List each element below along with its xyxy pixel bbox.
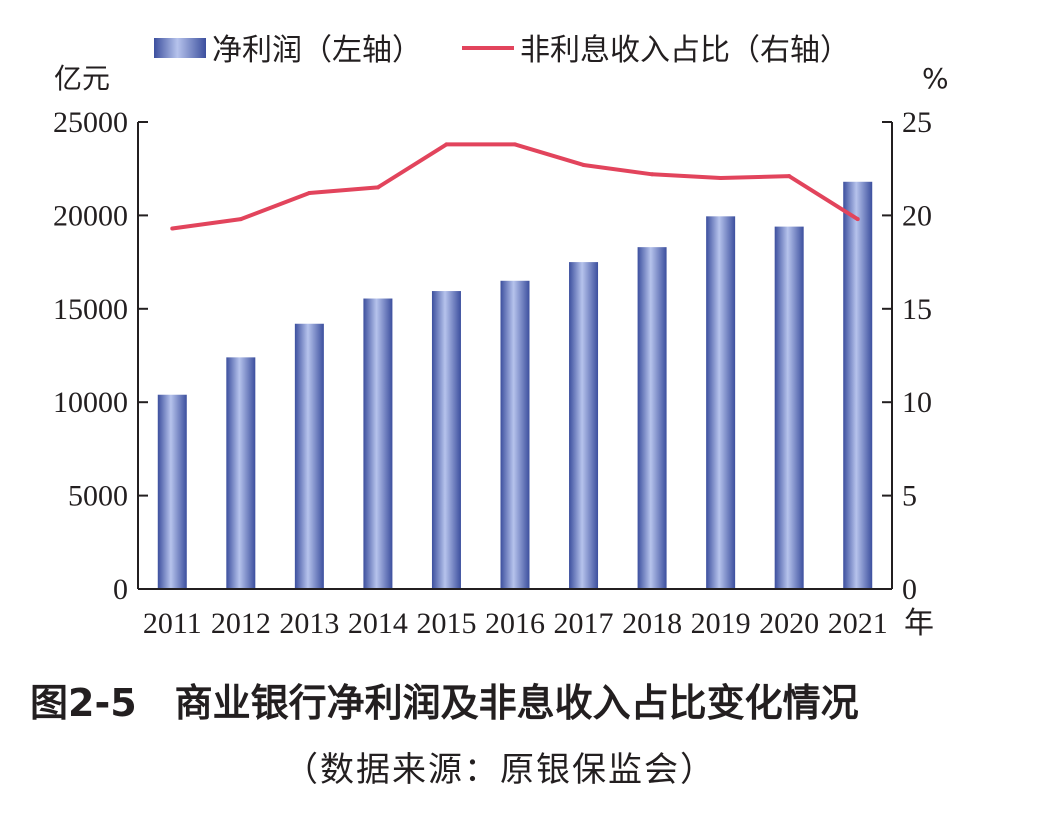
line-point-2019 — [718, 176, 723, 181]
x-tick-label: 2012 — [211, 607, 271, 640]
line-point-2018 — [650, 172, 655, 177]
figure-source: （数据来源：原银保监会） — [284, 750, 716, 790]
right-tick-label: 20 — [902, 199, 932, 232]
bar-2014 — [363, 298, 393, 589]
legend: 净利润（左轴） 非利息收入占比（右轴） — [154, 33, 850, 68]
line-point-2016 — [513, 142, 517, 147]
right-tick-label: 5 — [902, 480, 917, 513]
line-point-2020 — [787, 174, 792, 179]
line-point-2015 — [444, 142, 449, 147]
left-tick-label: 5000 — [68, 480, 128, 513]
line-point-2017 — [581, 162, 586, 167]
legend-line-label: 非利息收入占比（右轴） — [520, 33, 850, 68]
line-series — [170, 142, 860, 231]
left-tick-label: 10000 — [53, 386, 128, 419]
right-axis: 0 5 10 15 20 25 — [882, 106, 932, 606]
left-axis-unit: 亿元 — [54, 62, 110, 95]
bar-2020 — [774, 226, 804, 589]
x-tick-label: 2016 — [485, 607, 545, 640]
chart: 净利润（左轴） 非利息收入占比（右轴） 亿元 % 0 5000 10000 15000… — [53, 33, 949, 641]
bar-2013 — [294, 323, 324, 589]
left-axis: 0 5000 10000 15000 20000 25000 — [53, 106, 148, 606]
left-tick-label: 0 — [113, 573, 128, 606]
x-tick-label: 2019 — [691, 607, 751, 640]
bar-2021 — [843, 181, 873, 589]
x-tick-label: 2014 — [348, 607, 408, 640]
line-non-interest-share — [172, 142, 859, 231]
right-tick-label: 25 — [902, 106, 932, 139]
x-tick-label: 2020 — [759, 607, 819, 640]
left-tick-label: 25000 — [53, 106, 128, 139]
line-point-2021 — [855, 217, 860, 222]
bar-2016 — [500, 280, 530, 589]
figure-caption: 图2-5 商业银行净利润及非息收入占比变化情况 — [30, 681, 859, 725]
x-tick-label: 2015 — [416, 607, 476, 640]
legend-bar-label: 净利润（左轴） — [212, 33, 422, 68]
bar-2019 — [706, 216, 736, 590]
left-tick-label: 20000 — [53, 199, 128, 232]
bar-2018 — [637, 247, 667, 589]
bar-2012 — [226, 357, 256, 589]
bar-2015 — [431, 291, 461, 589]
line-point-2013 — [307, 190, 312, 195]
right-tick-label: 10 — [902, 386, 932, 419]
x-tick-label: 2013 — [279, 607, 339, 640]
bar-series — [157, 181, 873, 590]
x-tick-label: 2011 — [143, 607, 202, 640]
line-point-2014 — [375, 185, 380, 190]
x-tick-label: 2018 — [622, 607, 682, 640]
right-axis-unit: % — [922, 62, 949, 95]
left-tick-label: 15000 — [53, 293, 128, 326]
x-axis-unit: 年 — [904, 606, 934, 641]
bar-2011 — [157, 394, 187, 589]
line-point-2011 — [170, 226, 175, 231]
line-point-2012 — [238, 217, 243, 222]
x-tick-label: 2021 — [828, 607, 888, 640]
right-tick-label: 15 — [902, 293, 932, 326]
bar-2017 — [569, 262, 599, 589]
x-tick-label: 2017 — [554, 607, 614, 640]
legend-bar-swatch — [154, 38, 206, 58]
right-tick-label: 0 — [902, 573, 917, 606]
x-axis: 2011 2012 2013 2014 2015 2016 2017 2018 2019 2020… — [138, 588, 892, 640]
